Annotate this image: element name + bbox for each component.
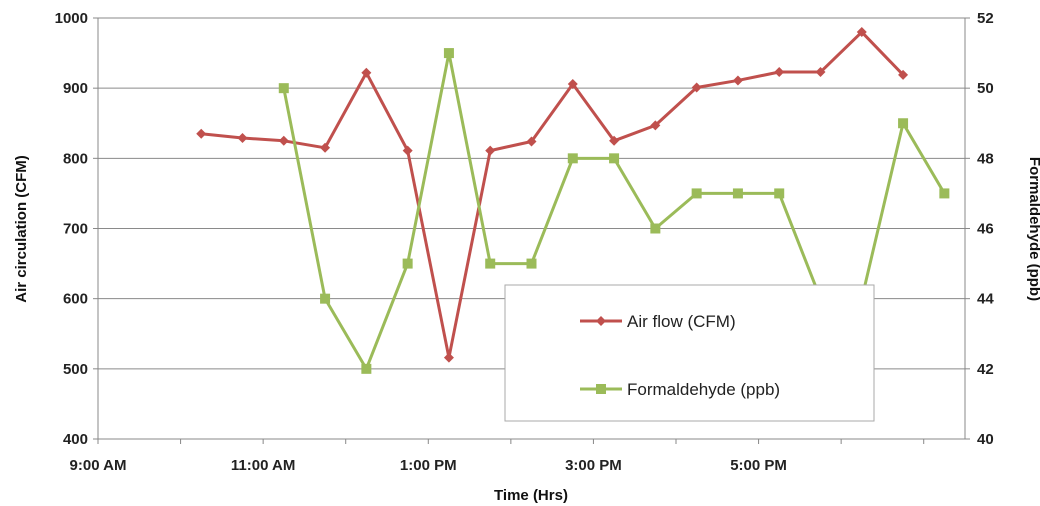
y-tick-label: 800 bbox=[63, 150, 88, 167]
data-point-diamond bbox=[320, 142, 331, 153]
legend-label-formaldehyde: Formaldehyde (ppb) bbox=[627, 380, 780, 399]
data-point-diamond bbox=[898, 69, 909, 80]
data-point-diamond bbox=[278, 135, 289, 146]
y-tick-label: 1000 bbox=[55, 10, 88, 27]
data-point-diamond bbox=[732, 75, 743, 86]
y-tick-label: 900 bbox=[63, 80, 88, 97]
y2-tick-label: 44 bbox=[977, 291, 994, 308]
data-point-diamond bbox=[526, 136, 537, 147]
data-point-diamond bbox=[402, 145, 413, 156]
data-point-square bbox=[898, 118, 909, 129]
x-tick-label: 5:00 PM bbox=[730, 457, 787, 474]
data-point-square bbox=[320, 293, 331, 304]
legend-marker-air-flow bbox=[596, 316, 606, 326]
x-tick-label: 1:00 PM bbox=[400, 457, 457, 474]
data-point-diamond bbox=[774, 67, 785, 78]
legend-marker-formaldehyde bbox=[596, 384, 606, 394]
x-tick-label: 3:00 PM bbox=[565, 457, 622, 474]
data-point-square bbox=[650, 223, 661, 234]
x-axis-title: Time (Hrs) bbox=[494, 487, 568, 504]
legend-box bbox=[504, 284, 875, 422]
data-point-diamond bbox=[443, 352, 454, 363]
data-point-square bbox=[691, 188, 702, 199]
data-point-diamond bbox=[196, 128, 207, 139]
y2-tick-label: 42 bbox=[977, 361, 994, 378]
y-axis-title: Air circulation (CFM) bbox=[13, 155, 30, 303]
y2-tick-label: 50 bbox=[977, 80, 994, 97]
data-point-square bbox=[526, 258, 537, 269]
data-point-diamond bbox=[237, 132, 248, 143]
x-tick-label: 9:00 AM bbox=[70, 457, 127, 474]
data-point-square bbox=[402, 258, 413, 269]
data-point-square bbox=[361, 363, 372, 374]
data-point-diamond bbox=[567, 78, 578, 89]
tick-labels: 400 500 600 700 800 900 1000 40 42 44 46 48 50 52 9:00… bbox=[55, 10, 995, 474]
y-tick-label: 400 bbox=[63, 431, 88, 448]
series-air-flow bbox=[196, 27, 909, 363]
y-tick-label: 500 bbox=[63, 361, 88, 378]
y-tick-label: 600 bbox=[63, 291, 88, 308]
legend-label-air-flow: Air flow (CFM) bbox=[627, 312, 736, 331]
data-point-diamond bbox=[815, 67, 826, 78]
legend: Air flow (CFM) Formaldehyde (ppb) bbox=[504, 284, 875, 422]
data-point-square bbox=[939, 188, 950, 199]
y2-tick-label: 52 bbox=[977, 10, 994, 27]
data-point-square bbox=[278, 83, 289, 94]
data-point-square bbox=[485, 258, 496, 269]
data-point-diamond bbox=[691, 82, 702, 93]
data-point-square bbox=[732, 188, 743, 199]
data-point-diamond bbox=[609, 135, 620, 146]
series-line bbox=[201, 30, 905, 360]
y2-tick-label: 40 bbox=[977, 431, 994, 448]
data-point-square bbox=[609, 153, 620, 164]
data-point-diamond bbox=[650, 120, 661, 131]
data-point-square bbox=[567, 153, 578, 164]
x-tick-label: 11:00 AM bbox=[231, 457, 295, 474]
y-tick-label: 700 bbox=[63, 221, 88, 238]
data-point-diamond bbox=[485, 145, 496, 156]
data-point-square bbox=[443, 48, 454, 59]
y2-tick-label: 46 bbox=[977, 221, 994, 238]
data-point-diamond bbox=[361, 67, 372, 78]
y2-tick-label: 48 bbox=[977, 150, 994, 167]
data-point-diamond bbox=[856, 27, 867, 38]
data-point-square bbox=[774, 188, 785, 199]
y2-axis-title: Formaldehyde (ppb) bbox=[1026, 157, 1040, 301]
